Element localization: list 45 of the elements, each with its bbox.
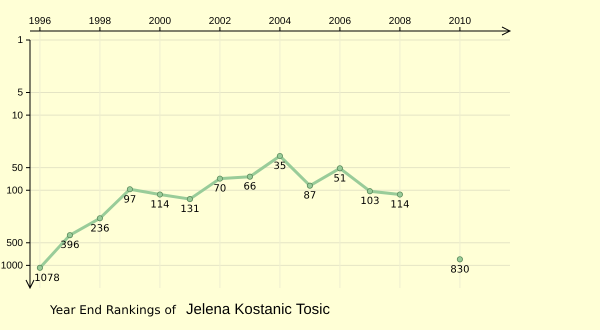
point: [336, 165, 343, 172]
point: [36, 264, 43, 271]
y-tick-label: 1: [17, 35, 24, 46]
data-label: 1078: [34, 272, 60, 284]
data-label: 66: [244, 182, 256, 193]
y-tick-label: 1000: [0, 260, 24, 272]
point: [396, 191, 403, 198]
x-tick-label: 2006: [328, 16, 352, 27]
point: [66, 232, 73, 238]
x-tick-label: 1998: [88, 16, 112, 27]
y-tick-label: 100: [6, 185, 24, 196]
point: [366, 188, 373, 194]
x-tick-label: 2010: [448, 16, 472, 27]
data-label: 830: [450, 264, 470, 276]
point: [126, 186, 133, 192]
point: [96, 215, 103, 222]
data-label: 70: [214, 184, 226, 195]
data-label: 114: [390, 200, 410, 211]
point: [246, 174, 253, 180]
text: Jelena Kostanic Tosic: [186, 301, 330, 318]
text: Year End Rankings of: [49, 303, 177, 317]
y-tick-label: 500: [6, 238, 24, 249]
data-label: 114: [150, 200, 170, 211]
data-label: 396: [60, 240, 80, 252]
point: [306, 182, 313, 189]
y-tick-label: 50: [12, 162, 24, 174]
data-label: 51: [334, 173, 346, 184]
data-label: 97: [124, 194, 136, 206]
data-label: 236: [90, 223, 110, 234]
y-tick-label: 5: [17, 88, 24, 99]
x-tick-label: 2002: [208, 16, 232, 27]
x-tick-label: 1996: [28, 16, 52, 27]
point: [276, 152, 283, 160]
point: [456, 256, 463, 262]
x-tick-label: 2008: [388, 16, 412, 27]
data-label: 87: [304, 190, 316, 202]
data-label: 131: [180, 204, 200, 216]
data-label: 103: [360, 196, 380, 208]
point: [156, 191, 163, 198]
point: [216, 176, 223, 182]
x-tick-label: 2000: [148, 16, 172, 27]
y-tick-label: 10: [12, 110, 24, 122]
data-label: 35: [274, 161, 286, 172]
point: [186, 196, 193, 202]
x-tick-label: 2004: [268, 16, 292, 27]
